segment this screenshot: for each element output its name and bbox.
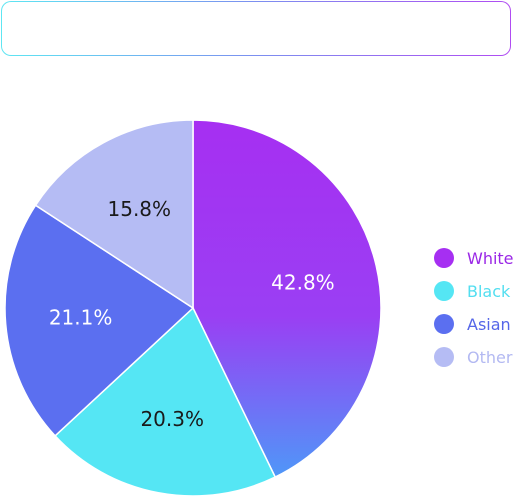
legend-label-other: Other [467, 347, 513, 367]
legend-item-white: White [434, 247, 514, 269]
legend-swatch-black [434, 281, 454, 301]
pie-slice-asian [4, 204, 195, 437]
slice-label-black: 20.3% [140, 407, 204, 431]
slice-label-white: 42.8% [271, 271, 335, 295]
legend-swatch-white [434, 248, 454, 268]
legend-item-asian: Asian [434, 313, 514, 335]
legend-swatch-asian [434, 314, 454, 334]
legend-item-other: Other [434, 346, 514, 368]
legend-label-asian: Asian [467, 314, 511, 334]
legend: White Black Asian Other [434, 247, 514, 379]
slice-label-other: 15.8% [108, 197, 172, 221]
slice-label-asian: 21.1% [49, 306, 113, 330]
title-box [1, 1, 511, 56]
pie-slice-black [54, 306, 277, 496]
legend-label-white: White [467, 248, 514, 268]
legend-item-black: Black [434, 280, 514, 302]
pie-slice-other [34, 119, 194, 310]
pie-slice-white [192, 119, 382, 479]
legend-swatch-other [434, 347, 454, 367]
legend-label-black: Black [467, 281, 511, 301]
